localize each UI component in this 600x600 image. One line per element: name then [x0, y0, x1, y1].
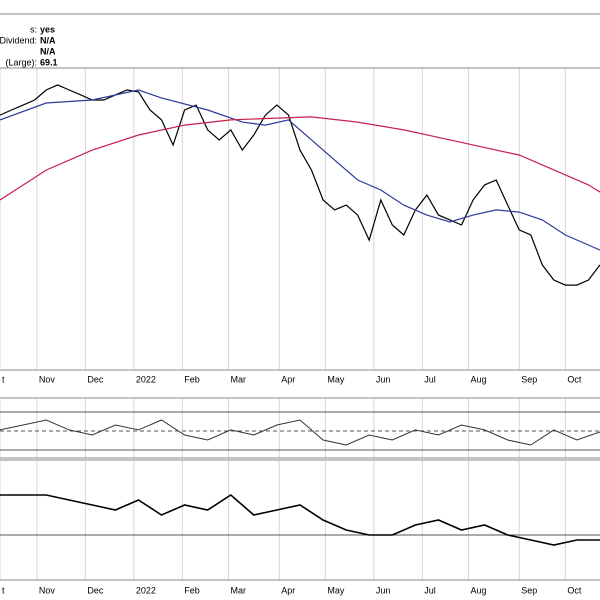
header-label: (Large):	[5, 57, 37, 67]
header-value: N/A	[40, 35, 56, 45]
x-tick-label: Apr	[281, 585, 295, 595]
x-tick-label: Sep	[521, 374, 537, 384]
series-line	[0, 419, 600, 446]
series-line	[0, 494, 600, 546]
x-tick-label: Feb	[184, 585, 200, 595]
series-line	[0, 116, 600, 201]
x-tick-label: Nov	[39, 374, 56, 384]
x-tick-label: Oct	[567, 374, 582, 384]
x-tick-label: May	[327, 585, 345, 595]
x-tick-label: Feb	[184, 374, 200, 384]
x-tick-label: Jun	[376, 374, 391, 384]
x-tick-label: Dec	[87, 374, 104, 384]
x-tick-label: Dec	[87, 585, 104, 595]
x-tick-label: May	[327, 374, 345, 384]
x-tick-label: 2022	[136, 374, 156, 384]
x-tick-label: t	[2, 374, 5, 384]
series-line	[0, 89, 600, 251]
x-tick-label: 2022	[136, 585, 156, 595]
x-tick-label: Mar	[230, 585, 246, 595]
x-tick-label: Sep	[521, 585, 537, 595]
header-value: yes	[40, 24, 55, 34]
x-tick-label: Nov	[39, 585, 56, 595]
header-label: s:	[30, 24, 37, 34]
x-tick-label: Apr	[281, 374, 295, 384]
x-tick-label: Aug	[470, 374, 486, 384]
series-line	[0, 84, 600, 286]
x-tick-label: Jul	[424, 585, 436, 595]
header-value: N/A	[40, 46, 56, 56]
x-tick-label: Jun	[376, 585, 391, 595]
x-tick-label: Jul	[424, 374, 436, 384]
x-tick-label: Oct	[567, 585, 582, 595]
x-tick-label: Aug	[470, 585, 486, 595]
x-tick-label: t	[2, 585, 5, 595]
header-value: 69.1	[40, 57, 58, 67]
header-label: al Dividend:	[0, 35, 37, 45]
x-tick-label: Mar	[230, 374, 246, 384]
